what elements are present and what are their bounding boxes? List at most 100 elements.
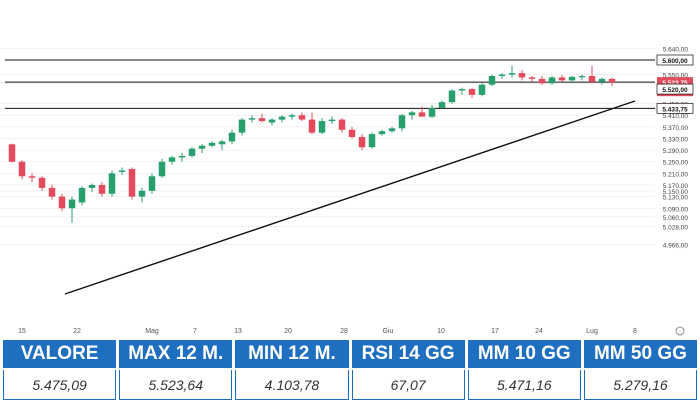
candle-body [278, 116, 286, 120]
candle-body [388, 128, 396, 132]
candle-body [498, 74, 506, 76]
support-label: 5.433,75 [662, 106, 688, 113]
candle-body [208, 142, 216, 146]
candle-body [48, 187, 56, 197]
y-tick-label: 5.410,00 [663, 113, 689, 120]
candle-body [608, 78, 616, 83]
candle-body [138, 190, 146, 197]
candle-body [348, 129, 356, 138]
candle-body [148, 176, 156, 191]
candle-body [378, 131, 386, 135]
stats-value-valore: 5.475,09 [3, 370, 117, 400]
y-tick-label: 5.150,00 [663, 189, 689, 196]
y-tick-label: 5.550,00 [663, 73, 689, 80]
y-tick-label: 5.370,00 [663, 125, 689, 132]
x-tick-label: 15 [18, 328, 26, 335]
candle-body [438, 102, 446, 108]
candle-body [268, 119, 276, 123]
x-tick-label: 20 [284, 328, 292, 335]
candle-body [28, 176, 36, 178]
candle-body [198, 145, 206, 149]
stats-table: VALORE MAX 12 M. MIN 12 M. RSI 14 GG MM … [3, 340, 698, 400]
candle-body [298, 115, 306, 120]
trendline [64, 100, 636, 295]
y-tick-label: 5.130,00 [663, 195, 689, 202]
support-label-box [656, 102, 694, 114]
candle-body [368, 134, 376, 148]
y-tick-label: 5.170,00 [663, 183, 689, 190]
x-tick-label: Mag [145, 328, 159, 335]
candle-body [218, 141, 226, 145]
x-tick-label: 8 [633, 328, 637, 335]
stats-value-row: 5.475,09 5.523,64 4.103,78 67,07 5.471,1… [3, 370, 698, 400]
candle-body [538, 78, 546, 84]
stats-header-mm-10gg: MM 10 GG [467, 340, 581, 368]
x-tick-label: 22 [73, 328, 81, 335]
stats-header-max-12m: MAX 12 M. [119, 340, 233, 368]
candle-body [108, 173, 116, 194]
stats-value-mm-10gg: 5.471,16 [467, 370, 581, 400]
x-tick-label: 7 [193, 328, 197, 335]
x-tick-label: 17 [491, 328, 499, 335]
level-520-label-box [656, 83, 694, 95]
candle-body [308, 119, 316, 133]
candle-body [78, 187, 86, 203]
candle-body [128, 169, 136, 197]
y-tick-label: 5.330,00 [663, 136, 689, 143]
candle-body [338, 119, 346, 130]
candle-body [168, 157, 176, 162]
candle-body [548, 77, 556, 84]
stats-value-mm-50gg: 5.279,16 [583, 370, 698, 400]
y-tick-label: 5.290,00 [663, 148, 689, 155]
settings-icon [675, 326, 685, 336]
candle-body [158, 161, 166, 177]
y-tick-label: 5.028,00 [663, 224, 689, 231]
stats-value-max-12m: 5.523,64 [119, 370, 233, 400]
candle-body [118, 170, 126, 172]
y-tick-label: 5.250,00 [663, 160, 689, 167]
candle-body [248, 118, 256, 120]
candle-body [518, 73, 526, 78]
candle-body [478, 84, 486, 95]
candle-body [568, 76, 576, 81]
candlestick-chart: 5.640,00 5.600,00 5.550,005.523,755.520,00… [0, 46, 694, 336]
stats-header-min-12m: MIN 12 M. [235, 340, 349, 368]
last-price-label-box [657, 77, 693, 88]
candle-body [358, 137, 366, 148]
resistance-label-box [656, 54, 694, 66]
x-tick-label: Lug [586, 328, 598, 335]
candle-body [428, 107, 436, 117]
candle-body [508, 73, 516, 75]
candle-body [258, 118, 266, 122]
candle-body [418, 112, 426, 117]
level-520-label: 5.520,00 [662, 87, 688, 94]
candle-body [288, 115, 296, 117]
candle-body [578, 75, 586, 78]
candle-body [448, 90, 456, 103]
x-tick-label: Giu [383, 328, 394, 335]
candle-body [328, 119, 336, 122]
stats-header-valore: VALORE [3, 340, 117, 368]
candle-body [178, 155, 186, 158]
candle-body [488, 75, 496, 85]
y-tick-label: 5.060,00 [663, 215, 689, 222]
last-price-label: 5.523,75 [662, 80, 688, 87]
stats-header-mm-50gg: MM 50 GG [583, 340, 698, 368]
y-tick-label: 5.090,00 [663, 206, 689, 213]
price-chart: 5.640,00 5.600,00 5.550,005.523,755.520,00… [0, 46, 694, 336]
stats-header-row: VALORE MAX 12 M. MIN 12 M. RSI 14 GG MM … [3, 340, 698, 368]
candle-body [468, 89, 476, 95]
y-tick-label: 4.966,00 [663, 242, 689, 249]
x-tick-label: 24 [535, 328, 543, 335]
candle-body [238, 119, 246, 133]
x-tick-label: 10 [437, 328, 445, 335]
stats-value-rsi-14gg: 67,07 [351, 370, 465, 400]
candle-body [588, 75, 596, 82]
x-tick-label: 13 [234, 328, 242, 335]
candle-body [228, 132, 236, 142]
candle-body [458, 89, 466, 91]
y-tick-label: 5.210,00 [663, 171, 689, 178]
stats-value-min-12m: 4.103,78 [235, 370, 349, 400]
candle-body [68, 199, 76, 209]
candle-body [58, 196, 66, 209]
